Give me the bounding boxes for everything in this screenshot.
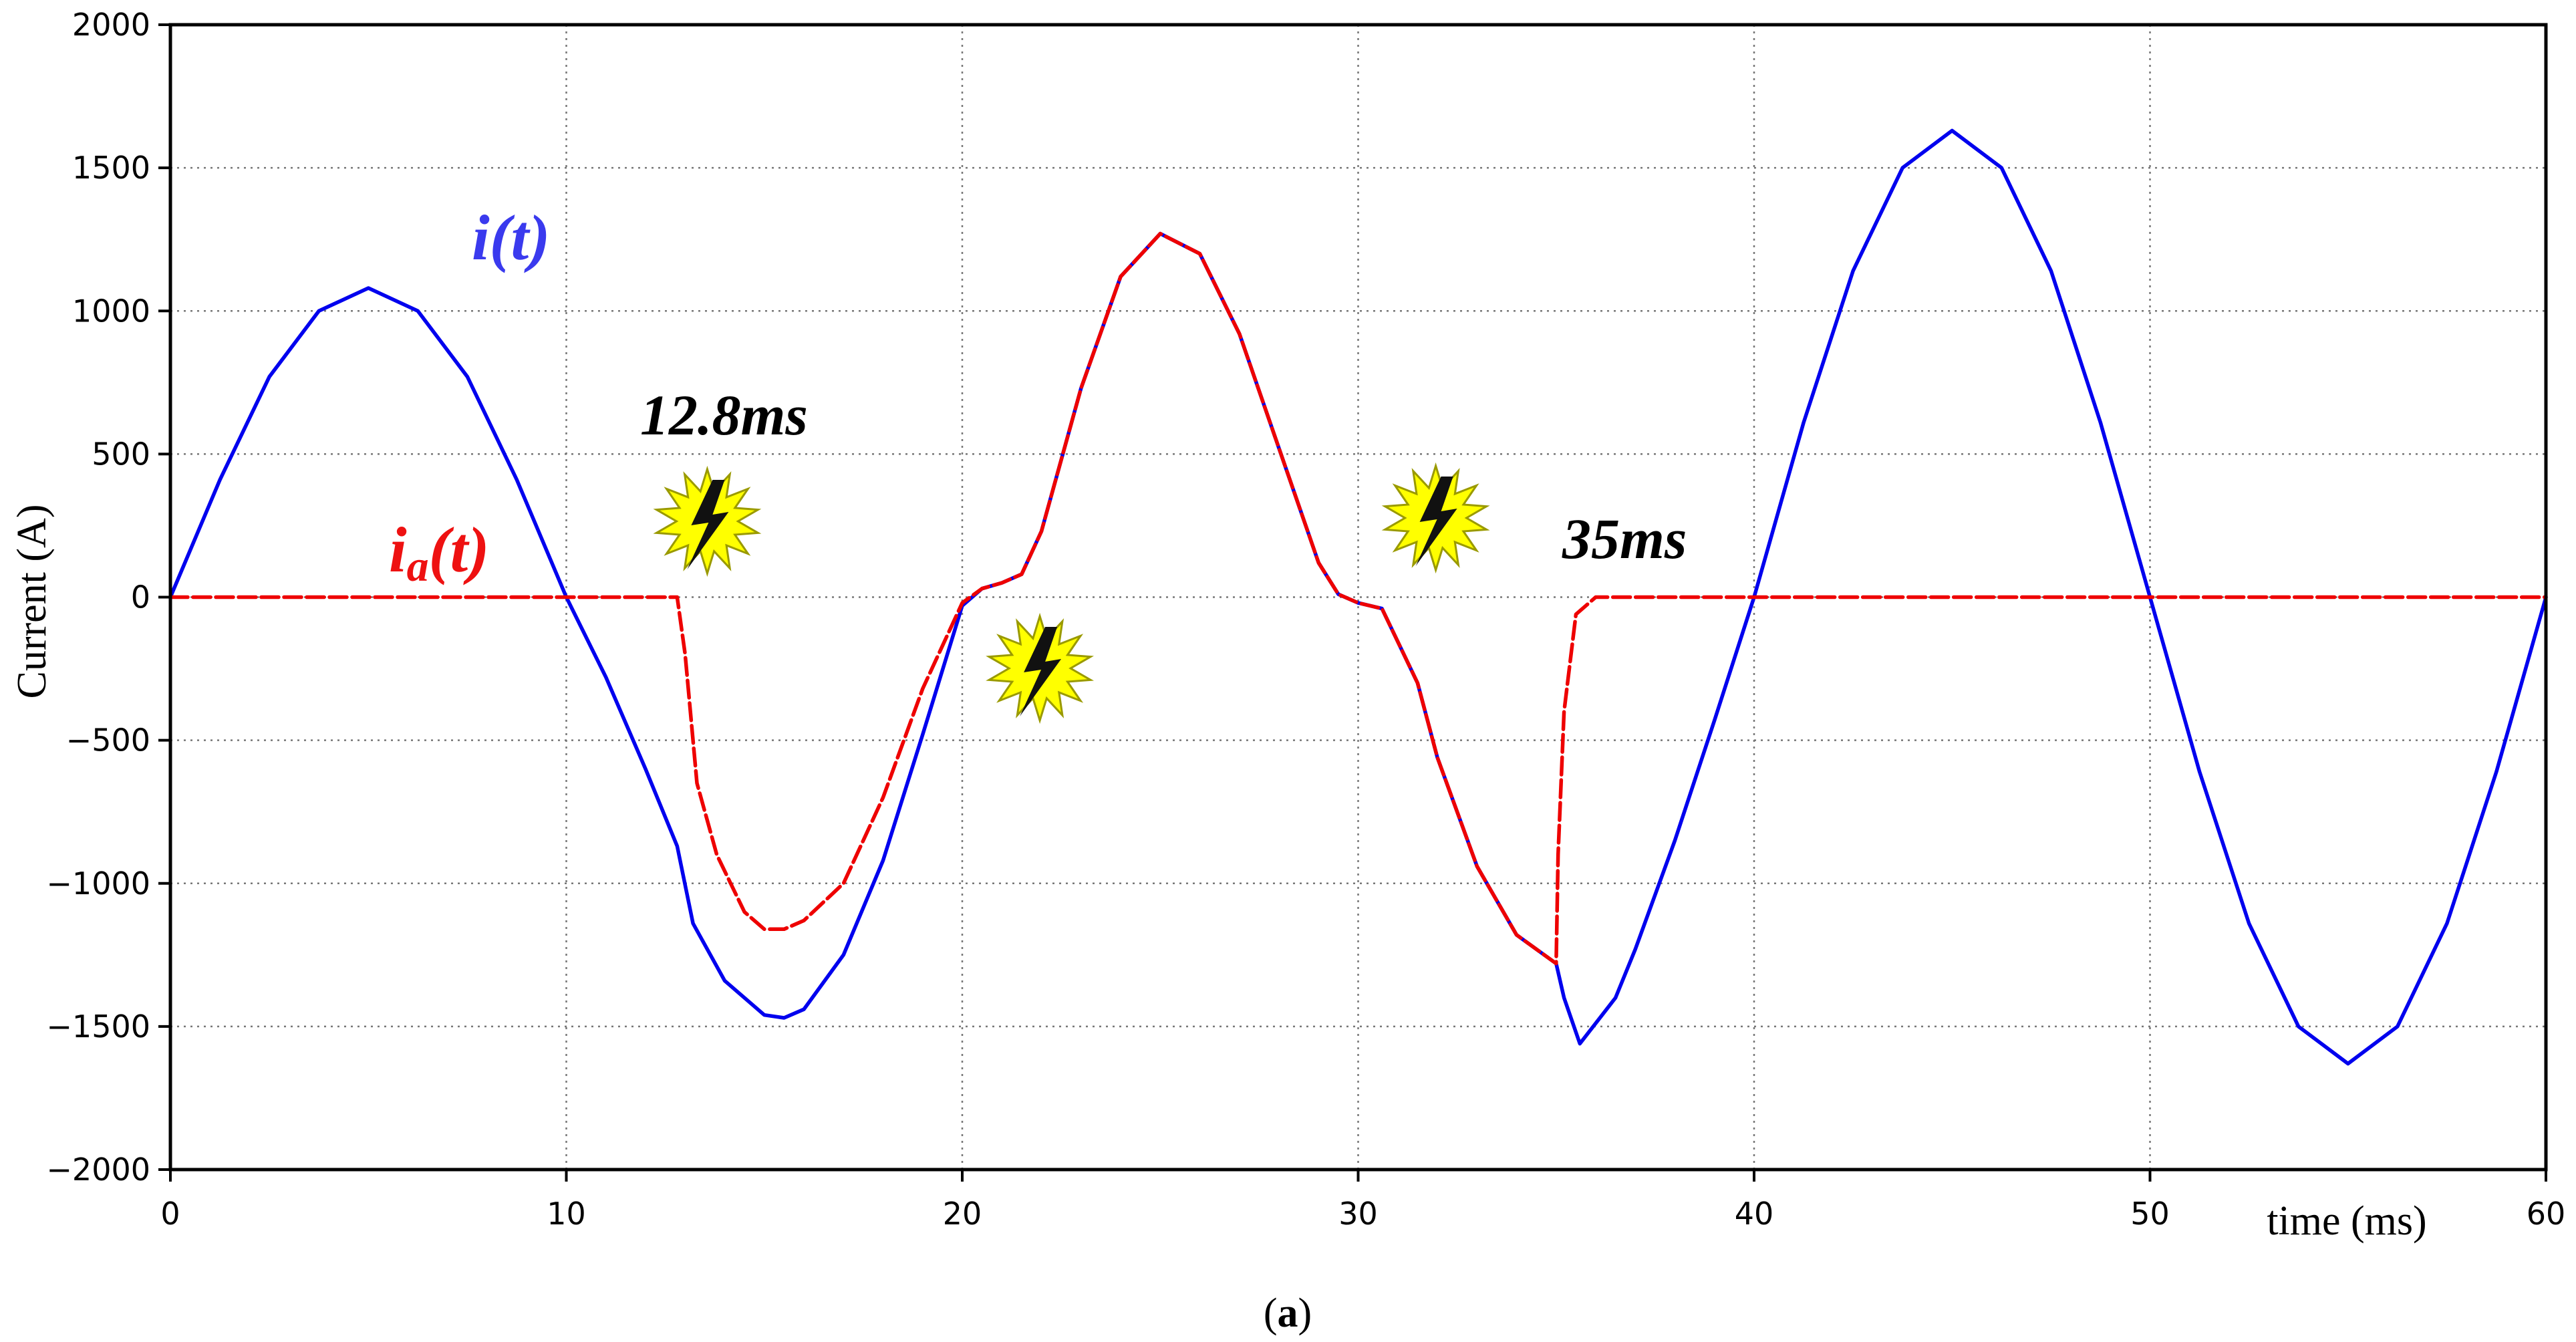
series-label-i-main: i — [472, 202, 490, 273]
lightning-icon — [986, 612, 1095, 724]
series-label-ia: ia(t) — [389, 514, 489, 591]
y-tick-label: −1500 — [46, 1009, 150, 1045]
caption-open: ( — [1264, 1291, 1278, 1336]
series-label-ia-sub: a — [407, 542, 429, 591]
y-tick-label: 500 — [92, 436, 150, 472]
bolt-shape — [687, 480, 729, 569]
ticks: 0 10 20 30 40 50 60 −2000 −1500 −1000 −500 0 500 1000… — [46, 7, 2565, 1232]
y-tick-label: −500 — [66, 722, 150, 759]
series-label-i-paren: (t) — [490, 202, 551, 273]
series-label-i: i(t) — [472, 202, 550, 273]
x-tick-label: 20 — [943, 1196, 982, 1232]
x-axis-label: time (ms) — [2267, 1198, 2426, 1244]
x-tick-label: 40 — [1735, 1196, 1774, 1232]
series-label-ia-main: i — [389, 514, 407, 585]
y-tick-label: 0 — [131, 579, 150, 616]
x-tick-label: 10 — [547, 1196, 586, 1232]
figure-caption: (a) — [1264, 1291, 1312, 1336]
series-group — [168, 128, 2548, 1066]
x-tick-label: 0 — [160, 1196, 180, 1232]
annotation-35ms: 35ms — [1562, 507, 1687, 571]
lightning-icon — [653, 465, 762, 577]
y-tick-label: −1000 — [46, 865, 150, 902]
caption-close: ) — [1298, 1291, 1312, 1336]
x-tick-label: 30 — [1338, 1196, 1378, 1232]
y-tick-label: 1000 — [72, 293, 150, 329]
bolt-shape — [1415, 477, 1457, 566]
x-label-bg — [2219, 1186, 2472, 1246]
caption-letter: a — [1278, 1291, 1298, 1336]
x-tick-label: 60 — [2527, 1196, 2566, 1232]
series-label-ia-paren: (t) — [429, 514, 490, 585]
series-line-ia — [168, 231, 2548, 966]
lightning-icon — [1381, 462, 1490, 574]
annotation-12-8ms: 12.8ms — [640, 383, 808, 447]
bolt-shape — [1020, 627, 1062, 716]
y-tick-label: 2000 — [72, 7, 150, 43]
x-tick-label: 50 — [2130, 1196, 2170, 1232]
fault-markers — [653, 462, 1490, 724]
y-tick-label: 1500 — [72, 150, 150, 186]
y-axis-label: Current (A) — [9, 505, 55, 699]
y-tick-label: −2000 — [46, 1152, 150, 1188]
